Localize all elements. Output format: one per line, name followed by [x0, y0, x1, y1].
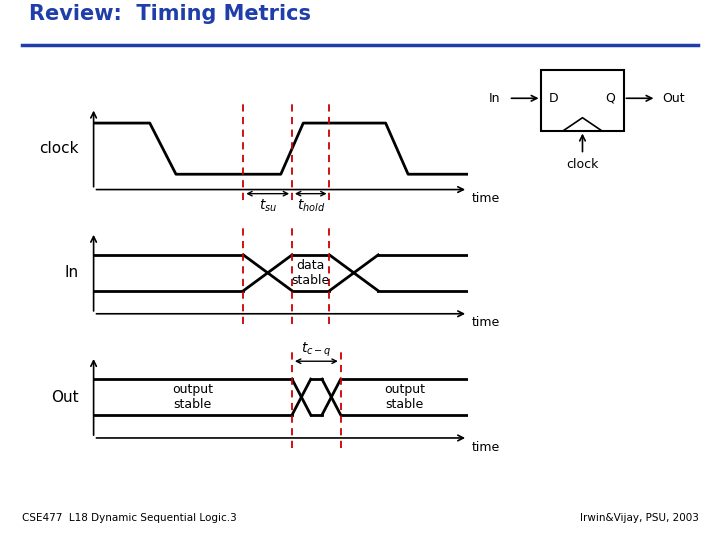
Text: D: D [549, 92, 558, 105]
Text: $t_{c-q}$: $t_{c-q}$ [301, 341, 332, 359]
Text: time: time [472, 441, 500, 454]
Text: output
stable: output stable [172, 383, 213, 411]
Text: $t_{hold}$: $t_{hold}$ [297, 198, 325, 214]
Text: clock: clock [567, 158, 598, 171]
Text: CSE477  L18 Dynamic Sequential Logic.3: CSE477 L18 Dynamic Sequential Logic.3 [22, 514, 236, 523]
Text: Out: Out [662, 92, 685, 105]
Text: $t_{su}$: $t_{su}$ [258, 198, 276, 214]
Text: time: time [472, 192, 500, 205]
Text: data
stable: data stable [292, 259, 330, 287]
Text: clock: clock [39, 141, 78, 156]
Bar [541, 70, 624, 131]
Text: Q: Q [606, 92, 616, 105]
Text: In: In [65, 265, 78, 280]
Text: In: In [489, 92, 500, 105]
Text: Irwin&Vijay, PSU, 2003: Irwin&Vijay, PSU, 2003 [580, 514, 698, 523]
Text: output
stable: output stable [384, 383, 425, 411]
Text: time: time [472, 316, 500, 329]
Text: Out: Out [51, 389, 78, 404]
Text: Review:  Timing Metrics: Review: Timing Metrics [29, 4, 311, 24]
